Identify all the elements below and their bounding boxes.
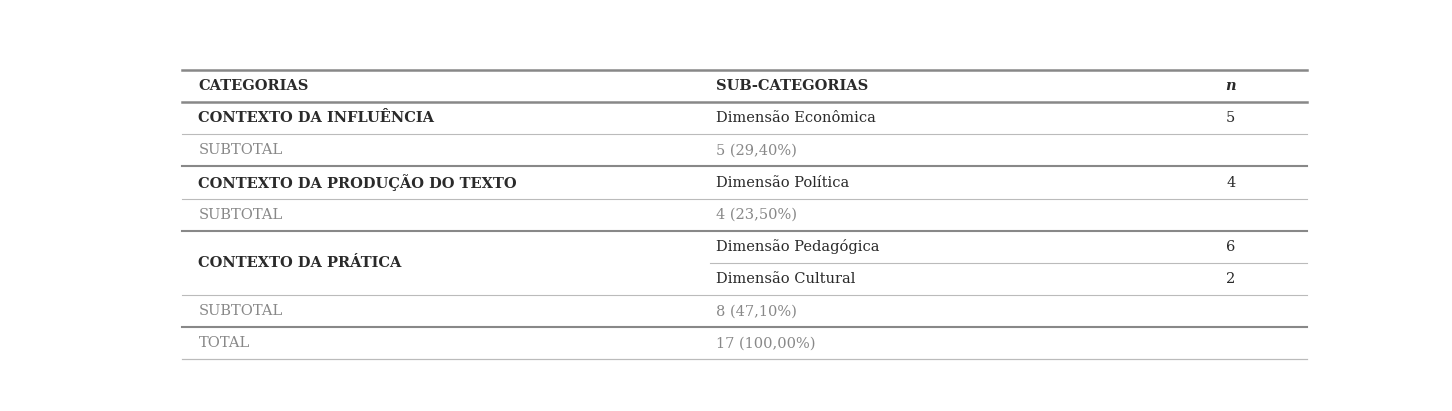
Text: CONTEXTO DA PRÁTICA: CONTEXTO DA PRÁTICA — [199, 256, 402, 270]
Text: 6: 6 — [1225, 240, 1236, 254]
Text: SUBTOTAL: SUBTOTAL — [199, 208, 283, 222]
Text: TOTAL: TOTAL — [199, 336, 250, 350]
Text: 2: 2 — [1227, 272, 1236, 286]
Text: SUB-CATEGORIAS: SUB-CATEGORIAS — [716, 79, 868, 93]
Text: n: n — [1225, 79, 1236, 93]
Text: CONTEXTO DA INFLUÊNCIA: CONTEXTO DA INFLUÊNCIA — [199, 111, 434, 125]
Text: CATEGORIAS: CATEGORIAS — [199, 79, 309, 93]
Text: 4 (23,50%): 4 (23,50%) — [716, 208, 797, 222]
Text: Dimensão Pedagógica: Dimensão Pedagógica — [716, 239, 880, 254]
Text: Dimensão Cultural: Dimensão Cultural — [716, 272, 855, 286]
Text: Dimensão Política: Dimensão Política — [716, 175, 849, 189]
Text: 17 (100,00%): 17 (100,00%) — [716, 336, 816, 350]
Text: 4: 4 — [1227, 175, 1236, 189]
Text: SUBTOTAL: SUBTOTAL — [199, 143, 283, 157]
Text: 5 (29,40%): 5 (29,40%) — [716, 143, 797, 157]
Text: 8 (47,10%): 8 (47,10%) — [716, 304, 797, 318]
Text: SUBTOTAL: SUBTOTAL — [199, 304, 283, 318]
Text: CONTEXTO DA PRODUÇÃO DO TEXTO: CONTEXTO DA PRODUÇÃO DO TEXTO — [199, 174, 517, 191]
Text: 5: 5 — [1227, 111, 1236, 125]
Text: Dimensão Econômica: Dimensão Econômica — [716, 111, 876, 125]
